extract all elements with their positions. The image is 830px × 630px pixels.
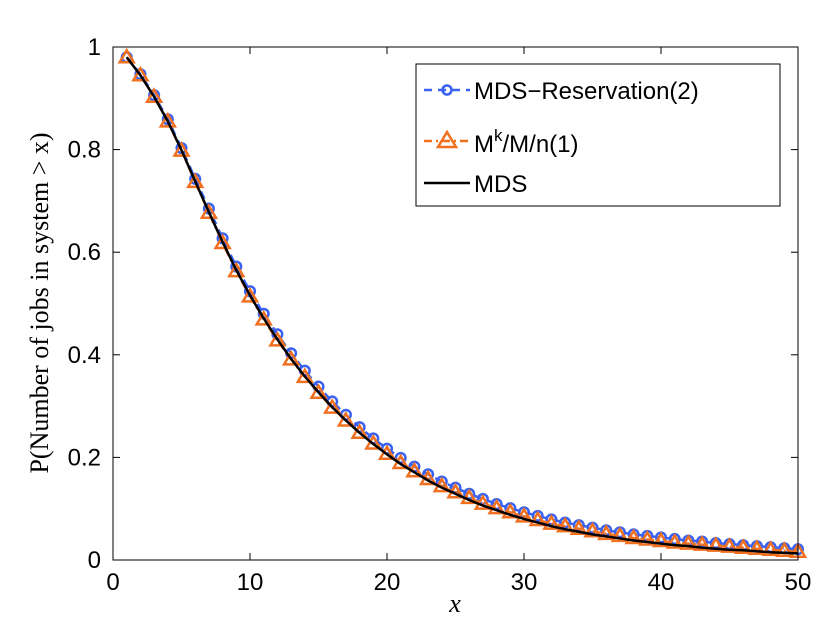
point-mk-m-n <box>665 533 684 549</box>
x-tick-label: 20 <box>374 569 401 596</box>
point-mk-m-n <box>336 410 356 427</box>
y-tick-label: 0.6 <box>68 239 101 266</box>
legend-label-mds: MDS <box>474 171 527 198</box>
point-mk-m-n <box>775 541 794 558</box>
series-mk-m-n <box>117 47 808 559</box>
ticks <box>112 46 799 561</box>
point-mk-m-n <box>569 519 588 535</box>
point-mk-m-n <box>583 521 602 538</box>
point-mk-m-n <box>473 494 493 510</box>
point-mk-m-n <box>213 233 232 250</box>
tick-labels: 0 10 20 30 40 50 0 0.2 0.4 0.6 0.8 1 <box>68 34 812 596</box>
legend-label-mk-rest: /M/n(1) <box>503 131 579 158</box>
point-mk-m-n <box>542 514 561 530</box>
x-tick-label: 40 <box>648 569 675 596</box>
y-tick-label: 0.8 <box>68 137 101 164</box>
legend-marker-circle <box>441 84 453 96</box>
y-tick-label: 0 <box>88 547 101 574</box>
point-mk-m-n <box>487 498 506 515</box>
point-mk-m-n <box>720 537 739 553</box>
y-tick-label: 1 <box>88 34 101 61</box>
point-mk-m-n <box>679 534 698 550</box>
point-mk-m-n <box>131 65 150 82</box>
y-tick-label: 0.4 <box>68 342 101 369</box>
plot-frame <box>112 46 799 561</box>
point-mk-m-n <box>761 540 780 556</box>
legend-entry-mds: MDS <box>424 171 527 198</box>
point-mk-m-n <box>350 423 369 440</box>
y-tick-label: 0.2 <box>68 444 101 471</box>
point-mk-m-n <box>651 531 671 548</box>
point-mk-m-n <box>514 506 534 523</box>
point-mk-m-n <box>555 516 575 533</box>
point-mk-m-n <box>268 330 287 347</box>
point-mk-m-n <box>254 309 273 326</box>
point-mk-m-n <box>734 538 753 554</box>
legend-entry-mk-m-n: Mk/M/n(1) <box>424 126 579 158</box>
legend-marker-triangle <box>435 129 459 149</box>
point-mk-m-n <box>199 203 219 219</box>
x-tick-label: 30 <box>511 569 538 596</box>
point-mk-m-n <box>172 141 191 157</box>
point-mk-m-n <box>186 172 205 189</box>
legend-entry-mds-reservation: MDS−Reservation(2) <box>424 78 699 105</box>
point-mk-m-n <box>747 539 767 555</box>
series-line-mds <box>125 56 799 555</box>
point-mk-m-n <box>281 349 301 366</box>
plot-lines <box>117 47 808 559</box>
point-mk-m-n <box>610 526 630 543</box>
legend-label-mds-reservation: MDS−Reservation(2) <box>474 78 699 105</box>
x-tick-label: 50 <box>785 569 812 596</box>
point-mk-m-n <box>528 510 547 527</box>
point-mk-m-n <box>323 398 342 414</box>
point-mk-m-n <box>501 502 520 519</box>
point-mk-m-n <box>692 535 712 551</box>
legend-label-mk-sup: k <box>494 126 503 145</box>
point-mk-m-n <box>144 87 164 104</box>
point-mk-m-n <box>460 488 479 505</box>
point-mk-m-n <box>597 524 616 541</box>
point-mk-m-n <box>638 529 657 546</box>
point-mk-m-n <box>624 528 643 545</box>
point-mk-m-n <box>295 367 314 384</box>
point-mk-m-n <box>227 261 246 278</box>
point-mk-m-n <box>309 383 328 400</box>
y-axis-label: P(Number of jobs in system > x) <box>25 132 54 473</box>
series-line-mk-m-n <box>125 56 799 554</box>
x-tick-label: 10 <box>237 569 264 596</box>
point-mk-m-n <box>706 536 725 552</box>
point-mk-m-n <box>158 111 177 128</box>
point-mk-m-n <box>240 286 260 303</box>
series-mds <box>125 56 799 555</box>
legend-box <box>415 63 781 207</box>
point-mk-m-n <box>117 47 136 64</box>
legend: MDS−Reservation(2) Mk/M/n(1) MDS <box>415 63 781 207</box>
x-tick-label: 0 <box>106 569 119 596</box>
x-axis-label: x <box>448 589 461 618</box>
legend-label-mk-main: M <box>474 131 494 158</box>
legend-label-mk-m-n: Mk/M/n(1) <box>474 126 579 158</box>
